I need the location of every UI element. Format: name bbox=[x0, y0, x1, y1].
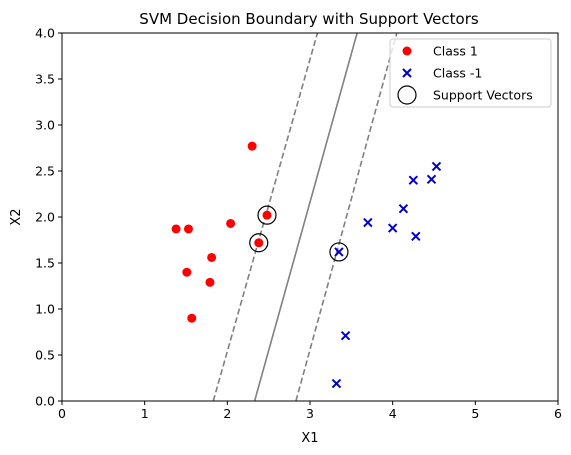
y-tick-label: 3.5 bbox=[35, 72, 55, 87]
x-tick-label: 6 bbox=[554, 406, 562, 421]
x-tick-label: 1 bbox=[141, 406, 149, 421]
class-neg1-point bbox=[389, 224, 397, 232]
x-tick-label: 5 bbox=[471, 406, 479, 421]
y-tick-label: 3.0 bbox=[35, 118, 55, 133]
legend: Class 1 Class -1 Support Vectors bbox=[390, 39, 551, 107]
y-axis: 0.0 0.5 1.0 1.5 2.0 2.5 3.0 3.5 4.0 bbox=[35, 26, 62, 409]
class-1-point bbox=[205, 278, 214, 287]
chart-title: SVM Decision Boundary with Support Vecto… bbox=[139, 10, 479, 28]
y-tick-label: 0.5 bbox=[35, 348, 55, 363]
class-1-point bbox=[248, 142, 257, 151]
class-neg1-point bbox=[342, 332, 350, 340]
class-neg1-point bbox=[428, 175, 436, 183]
class-neg1-point bbox=[364, 219, 372, 227]
y-tick-label: 0.0 bbox=[35, 394, 55, 409]
data-points bbox=[172, 142, 441, 388]
y-tick-label: 4.0 bbox=[35, 26, 55, 41]
class-1-point bbox=[207, 253, 216, 262]
y-tick-label: 2.0 bbox=[35, 210, 55, 225]
margin-line bbox=[296, 33, 397, 401]
y-tick-label: 1.0 bbox=[35, 302, 55, 317]
class-1-point bbox=[187, 314, 196, 323]
x-axis: 0 1 2 3 4 5 6 bbox=[58, 401, 562, 421]
class-neg1-point bbox=[399, 205, 407, 213]
legend-marker bbox=[403, 47, 412, 56]
class-neg1-point bbox=[432, 162, 440, 170]
class-neg1-point bbox=[409, 176, 417, 184]
y-tick-label: 1.5 bbox=[35, 256, 55, 271]
x-tick-label: 3 bbox=[306, 406, 314, 421]
y-tick-label: 2.5 bbox=[35, 164, 55, 179]
legend-label: Support Vectors bbox=[433, 88, 533, 103]
class-neg1-point bbox=[412, 232, 420, 240]
class-1-point bbox=[226, 219, 235, 228]
class-1-point bbox=[254, 238, 263, 247]
legend-label: Class 1 bbox=[433, 44, 478, 59]
x-axis-label: X1 bbox=[301, 431, 318, 446]
x-tick-label: 0 bbox=[58, 406, 66, 421]
y-axis-label: X2 bbox=[9, 208, 24, 225]
class-1-point bbox=[182, 268, 191, 277]
class-1-point bbox=[184, 224, 193, 233]
class-1-point bbox=[172, 224, 181, 233]
x-tick-label: 2 bbox=[223, 406, 231, 421]
class-1-point bbox=[263, 211, 272, 220]
x-tick-label: 4 bbox=[389, 406, 397, 421]
class-neg1-point bbox=[332, 380, 340, 388]
legend-label: Class -1 bbox=[433, 66, 482, 81]
boundary-lines bbox=[213, 33, 397, 401]
